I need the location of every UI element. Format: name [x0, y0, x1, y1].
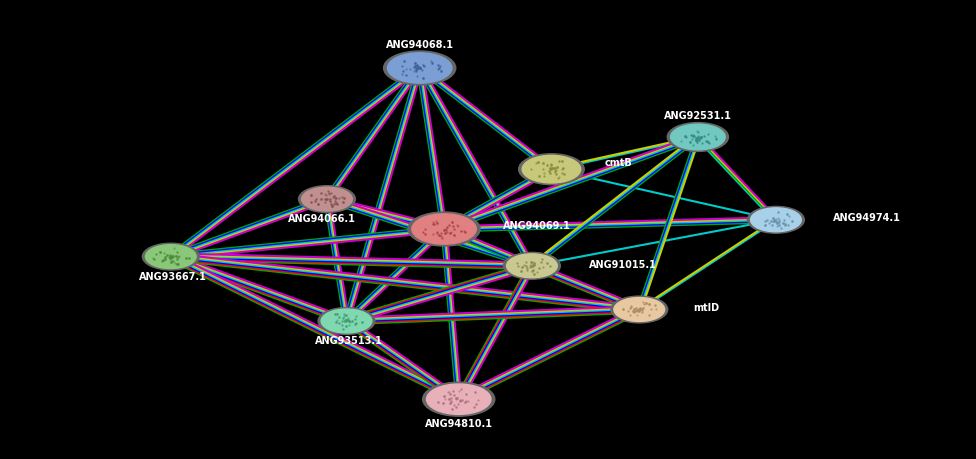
Text: ANG93667.1: ANG93667.1	[139, 271, 207, 281]
Circle shape	[751, 208, 801, 232]
Circle shape	[668, 123, 728, 152]
Circle shape	[302, 188, 352, 212]
Circle shape	[387, 54, 452, 84]
Text: ANG93513.1: ANG93513.1	[314, 336, 383, 346]
Circle shape	[522, 156, 581, 184]
Circle shape	[427, 384, 491, 414]
Circle shape	[748, 207, 804, 234]
Circle shape	[423, 382, 495, 416]
Circle shape	[611, 297, 668, 323]
Circle shape	[518, 154, 585, 185]
Circle shape	[412, 214, 476, 245]
Text: ANG94066.1: ANG94066.1	[288, 214, 356, 224]
Circle shape	[614, 298, 665, 322]
Circle shape	[408, 213, 480, 246]
Text: ANG94068.1: ANG94068.1	[386, 40, 454, 50]
Text: ANG94810.1: ANG94810.1	[425, 418, 493, 428]
Circle shape	[321, 309, 372, 333]
Circle shape	[671, 125, 725, 151]
Circle shape	[299, 186, 355, 213]
Circle shape	[142, 244, 199, 270]
Circle shape	[384, 52, 456, 86]
Circle shape	[507, 254, 557, 278]
Text: ANG94069.1: ANG94069.1	[503, 221, 571, 231]
Text: ANG94974.1: ANG94974.1	[833, 213, 901, 223]
Circle shape	[318, 308, 375, 335]
Circle shape	[504, 253, 560, 280]
Text: ANG91015.1: ANG91015.1	[589, 259, 657, 269]
Text: cmtB: cmtB	[605, 158, 632, 168]
Text: ANG92531.1: ANG92531.1	[664, 111, 732, 121]
Circle shape	[145, 245, 196, 269]
Text: mtlD: mtlD	[693, 302, 719, 313]
